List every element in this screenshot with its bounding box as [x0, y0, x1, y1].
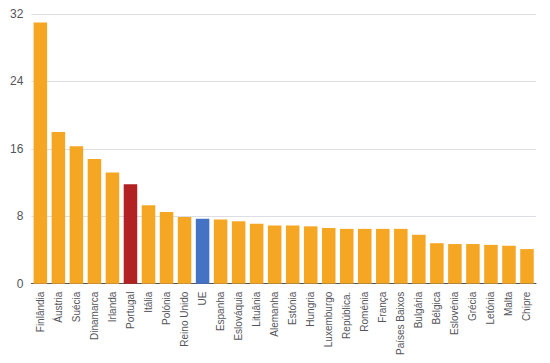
svg-text:França: França — [377, 291, 388, 323]
svg-text:Eslováquia: Eslováquia — [233, 291, 244, 340]
svg-text:Hungria: Hungria — [305, 291, 316, 326]
svg-text:Chipre: Chipre — [521, 291, 532, 321]
svg-text:Estónia: Estónia — [287, 291, 298, 325]
svg-text:32: 32 — [10, 7, 24, 21]
svg-text:Áustria: Áustria — [52, 291, 64, 323]
svg-text:24: 24 — [10, 74, 24, 88]
svg-text:Polónia: Polónia — [161, 291, 172, 325]
svg-text:Irlanda: Irlanda — [107, 291, 118, 322]
svg-text:Letónia: Letónia — [485, 291, 496, 324]
svg-text:Luxemburgo: Luxemburgo — [323, 291, 334, 347]
svg-text:0: 0 — [17, 277, 24, 291]
svg-text:Países Baixos: Países Baixos — [395, 292, 406, 355]
svg-text:Eslovénia: Eslovénia — [449, 291, 460, 335]
svg-text:8: 8 — [17, 209, 24, 223]
svg-text:Finlândia: Finlândia — [35, 291, 46, 332]
svg-text:Roménia: Roménia — [359, 291, 370, 331]
svg-text:Grécia: Grécia — [467, 291, 478, 321]
svg-text:Dinamarca: Dinamarca — [89, 291, 100, 340]
svg-text:República.: República. — [341, 292, 352, 339]
svg-text:Malta: Malta — [503, 291, 514, 316]
svg-text:Bulgária: Bulgária — [413, 291, 424, 328]
svg-text:Alemanha: Alemanha — [269, 291, 280, 336]
svg-text:Portugal: Portugal — [125, 292, 136, 329]
svg-text:UE: UE — [197, 291, 208, 305]
svg-text:Reino Unido: Reino Unido — [179, 291, 190, 346]
svg-text:Bélgica: Bélgica — [431, 291, 442, 324]
svg-text:Espanha: Espanha — [215, 291, 226, 331]
svg-text:Suécia: Suécia — [71, 291, 82, 322]
svg-text:Itália: Itália — [143, 291, 154, 313]
svg-text:16: 16 — [10, 142, 24, 156]
svg-text:Lituânia: Lituânia — [251, 291, 262, 326]
